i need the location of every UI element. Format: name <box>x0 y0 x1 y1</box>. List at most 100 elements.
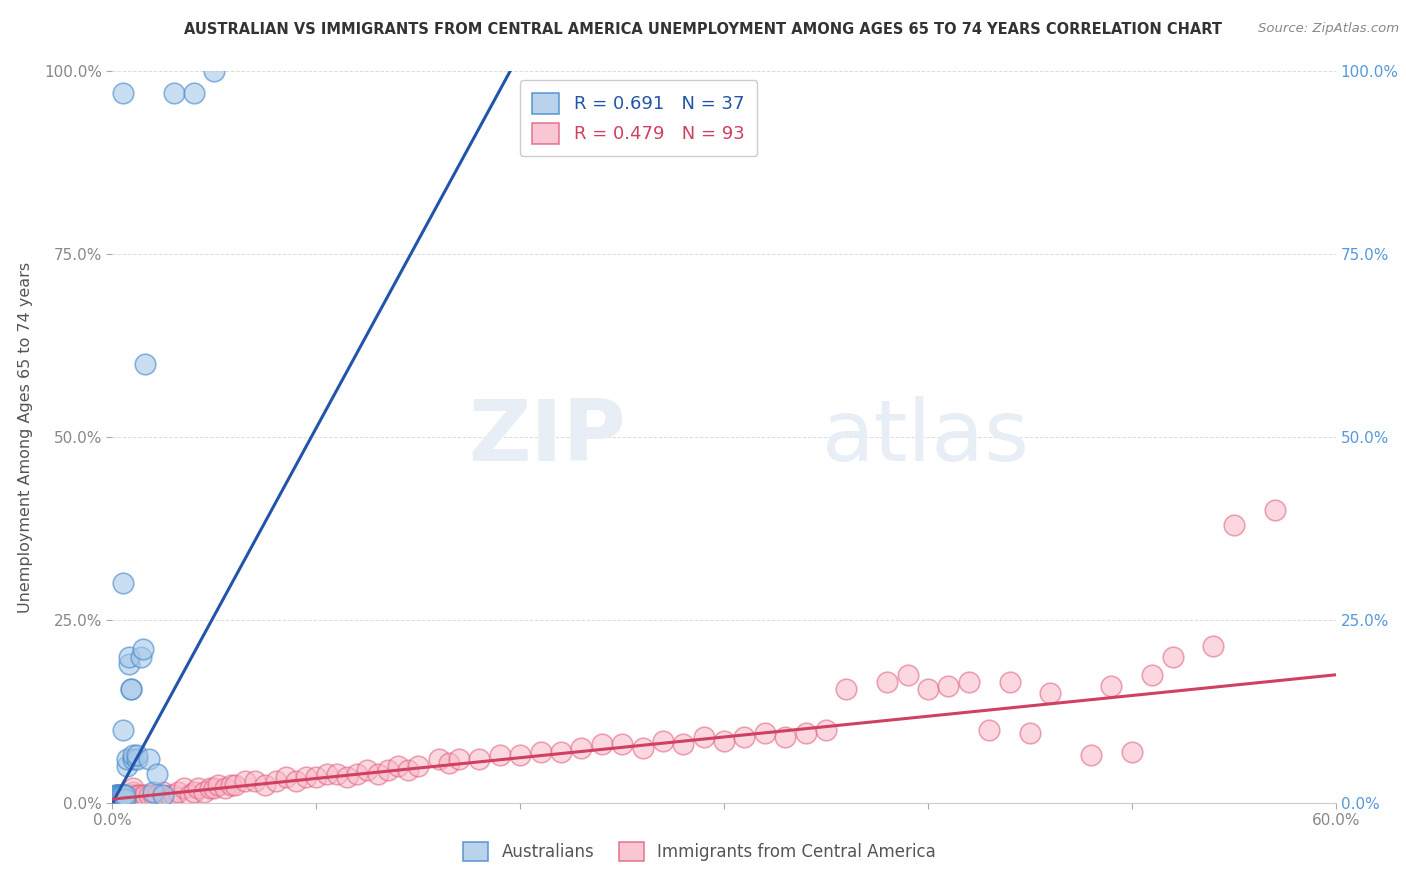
Y-axis label: Unemployment Among Ages 65 to 74 years: Unemployment Among Ages 65 to 74 years <box>18 261 32 613</box>
Point <box>114 792 136 806</box>
Point <box>152 785 174 799</box>
Point <box>219 777 242 792</box>
Point <box>1099 679 1122 693</box>
Point <box>284 773 308 788</box>
Point <box>120 682 142 697</box>
Point <box>103 789 125 803</box>
Point <box>142 789 165 803</box>
Point <box>146 789 169 803</box>
Legend: Australians, Immigrants from Central America: Australians, Immigrants from Central Ame… <box>457 835 943 868</box>
Point <box>128 789 150 803</box>
Point <box>105 789 128 803</box>
Point <box>509 748 531 763</box>
Point <box>111 789 134 803</box>
Point <box>115 759 138 773</box>
Point <box>118 789 141 803</box>
Point <box>132 789 155 803</box>
Point <box>1080 748 1102 763</box>
Point <box>447 752 470 766</box>
Point <box>754 726 776 740</box>
Point <box>110 789 132 803</box>
Point <box>107 792 129 806</box>
Point <box>114 789 136 803</box>
Point <box>315 766 337 780</box>
Point <box>122 748 145 763</box>
Point <box>125 752 148 766</box>
Point <box>815 723 838 737</box>
Point <box>437 756 460 770</box>
Point <box>122 792 145 806</box>
Point <box>366 766 388 780</box>
Point <box>183 87 205 101</box>
Point <box>159 789 181 803</box>
Point <box>179 789 201 803</box>
Point <box>111 789 134 803</box>
Point <box>134 789 156 803</box>
Point <box>326 766 349 780</box>
Point <box>489 748 512 763</box>
Point <box>110 789 132 803</box>
Point <box>118 649 141 664</box>
Point <box>224 777 246 792</box>
Text: atlas: atlas <box>823 395 1031 479</box>
Point <box>173 781 195 796</box>
Point <box>936 679 959 693</box>
Point <box>107 789 129 803</box>
Point <box>204 64 226 78</box>
Point <box>775 730 797 744</box>
Point <box>115 789 138 803</box>
Point <box>897 667 920 681</box>
Point <box>835 682 858 697</box>
Point <box>998 675 1021 690</box>
Point <box>957 675 980 690</box>
Text: AUSTRALIAN VS IMMIGRANTS FROM CENTRAL AMERICA UNEMPLOYMENT AMONG AGES 65 TO 74 Y: AUSTRALIAN VS IMMIGRANTS FROM CENTRAL AM… <box>184 22 1222 37</box>
Point <box>1121 745 1143 759</box>
Point <box>114 789 136 803</box>
Point <box>427 752 450 766</box>
Text: Source: ZipAtlas.com: Source: ZipAtlas.com <box>1258 22 1399 36</box>
Point <box>163 789 186 803</box>
Point <box>183 785 205 799</box>
Point <box>166 785 188 799</box>
Point <box>377 763 399 777</box>
Point <box>1202 639 1225 653</box>
Point <box>122 781 145 796</box>
Point <box>693 730 716 744</box>
Point <box>245 773 267 788</box>
Point <box>111 792 134 806</box>
Point <box>610 737 633 751</box>
Point <box>125 748 148 763</box>
Point <box>115 752 138 766</box>
Point <box>122 785 145 799</box>
Point <box>107 792 129 806</box>
Point <box>138 789 160 803</box>
Point <box>529 745 551 759</box>
Point <box>103 792 125 806</box>
Point <box>204 781 226 796</box>
Point <box>408 759 430 773</box>
Point <box>152 789 174 803</box>
Point <box>163 87 186 101</box>
Point <box>917 682 939 697</box>
Point <box>468 752 491 766</box>
Point <box>118 657 141 671</box>
Point <box>105 792 128 806</box>
Point <box>274 770 297 784</box>
Point <box>115 792 138 806</box>
Point <box>672 737 695 751</box>
Point <box>794 726 817 740</box>
Point <box>631 740 654 755</box>
Point <box>264 773 287 788</box>
Point <box>134 357 156 371</box>
Point <box>193 785 215 799</box>
Point <box>111 723 134 737</box>
Point <box>120 682 142 697</box>
Point <box>336 770 359 784</box>
Point <box>295 770 318 784</box>
Point <box>571 740 593 755</box>
Point <box>207 777 229 792</box>
Point <box>356 763 378 777</box>
Point <box>138 752 160 766</box>
Point <box>591 737 613 751</box>
Point <box>105 789 128 803</box>
